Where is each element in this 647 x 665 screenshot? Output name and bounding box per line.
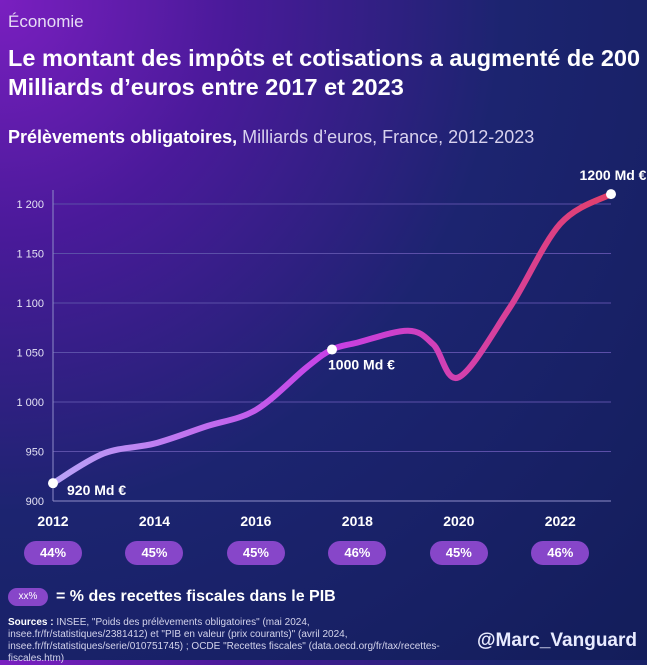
legend: xx% = % des recettes fiscales dans le PI… (8, 588, 336, 606)
sources-label: Sources : (8, 617, 54, 628)
y-tick-label: 950 (26, 447, 44, 459)
legend-pill: xx% (8, 588, 48, 606)
y-tick-label: 1 200 (16, 199, 44, 211)
x-tick-label: 2022 (544, 513, 576, 529)
page-title: Le montant des impôts et cotisations a a… (8, 45, 641, 100)
pib-share-pill: 46% (328, 541, 387, 565)
sources: Sources : INSEE, "Poids des prélèvements… (8, 617, 448, 665)
data-point-marker (606, 189, 616, 200)
pib-share-pill: 45% (429, 541, 488, 565)
pib-share-pill: 45% (125, 541, 184, 565)
author-handle: @Marc_Vanguard (476, 630, 637, 651)
y-tick-label: 1 000 (16, 397, 44, 409)
data-label: 1000 Md € (328, 357, 395, 373)
y-tick-label: 1 100 (16, 298, 44, 310)
category-label: Économie (8, 12, 84, 31)
subtitle-rest: Milliards d’euros, France, 2012-2023 (237, 127, 535, 147)
pib-share-pill: 46% (531, 541, 590, 565)
x-tick-label: 2018 (341, 513, 373, 529)
data-point-marker (327, 344, 337, 355)
data-label: 1200 Md € (580, 167, 647, 183)
data-point-marker (48, 478, 58, 489)
x-tick-label: 2016 (240, 513, 272, 529)
line-chart: 900 950 1 000 1 050 1 100 1 150 1 200 920 Md €… (16, 167, 647, 508)
series-line (50, 191, 614, 487)
legend-text: = % des recettes fiscales dans le PIB (56, 588, 336, 605)
pib-share-pill: 45% (226, 541, 285, 565)
x-tick-label: 2012 (37, 513, 69, 529)
data-label: 920 Md € (67, 482, 126, 498)
y-tick-label: 900 (26, 496, 44, 508)
y-tick-label: 1 150 (16, 249, 44, 261)
pib-share-pill: 44% (24, 541, 82, 565)
sources-text: INSEE, "Poids des prélèvements obligatoi… (8, 617, 440, 664)
subtitle-bold: Prélèvements obligatoires, (8, 127, 238, 147)
chart-subtitle: Prélèvements obligatoires, Milliards d’e… (8, 127, 534, 148)
y-tick-label: 1 050 (16, 348, 44, 360)
x-tick-label: 2020 (443, 513, 475, 529)
x-tick-label: 2014 (138, 513, 171, 529)
